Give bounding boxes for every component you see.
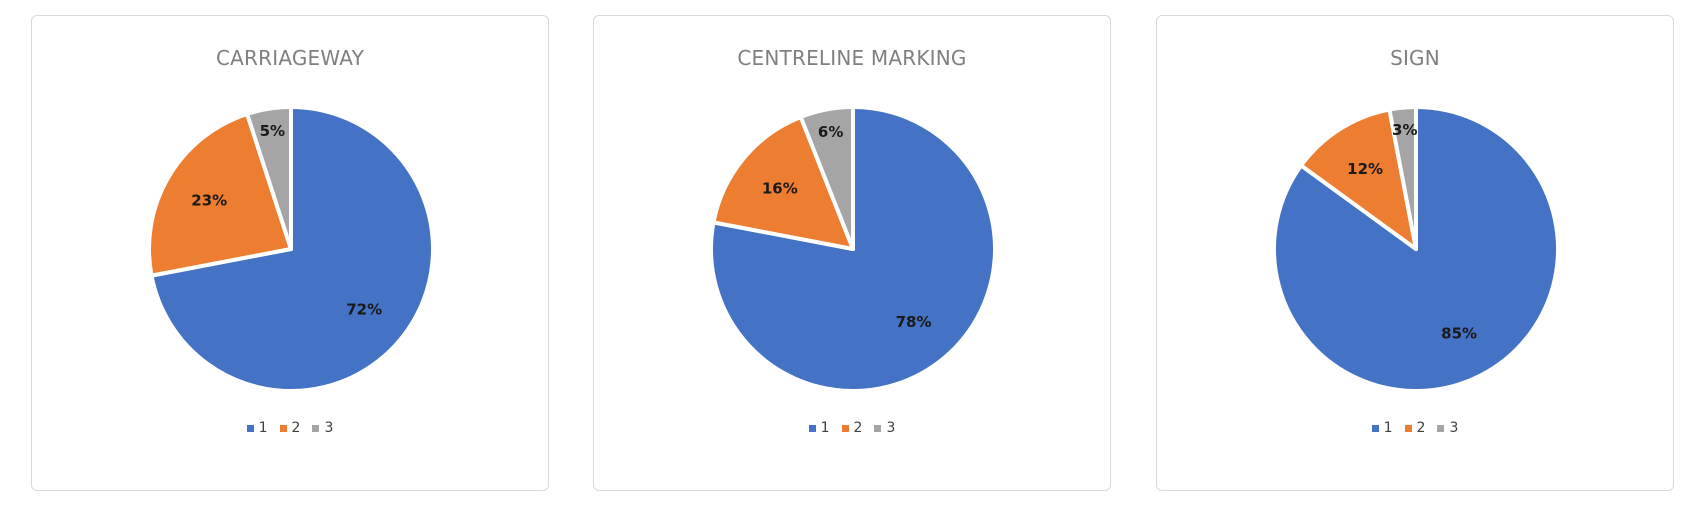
legend-swatch-3 — [1437, 424, 1445, 432]
legend-item-1: 1 — [808, 420, 830, 436]
data-label-1: 72% — [346, 301, 382, 319]
legend-label-3: 3 — [1449, 420, 1459, 436]
legend-swatch-3 — [312, 424, 320, 432]
legend-item-3: 3 — [874, 420, 895, 436]
data-label-2: 16% — [762, 179, 798, 197]
pie-chart: 78% 16% 6% — [709, 105, 997, 393]
data-label-3: 6% — [818, 123, 843, 141]
chart-legend: 1 2 3 — [32, 420, 548, 436]
pie-chart-card: CENTRELINE MARKING 78% 16% 6% 1 2 3 — [593, 15, 1111, 491]
legend-label-2: 2 — [853, 420, 863, 436]
pie-slice-2 — [711, 114, 855, 251]
legend-item-2: 2 — [279, 420, 301, 436]
pie-chart: 72% 23% 5% — [147, 105, 435, 393]
legend-swatch-2 — [1404, 424, 1412, 432]
pie-slice-1 — [1272, 105, 1560, 393]
legend-swatch-2 — [841, 424, 849, 432]
legend-item-1: 1 — [1371, 420, 1393, 436]
data-label-1: 85% — [1441, 325, 1477, 343]
pie-slice-3 — [798, 105, 855, 251]
chart-title: SIGN — [1390, 46, 1440, 70]
data-label-3: 3% — [1392, 121, 1417, 139]
legend-item-3: 3 — [1437, 420, 1458, 436]
pie-chart-card: CARRIAGEWAY 72% 23% 5% 1 2 3 — [31, 15, 549, 491]
legend-label-1: 1 — [258, 420, 268, 436]
data-label-2: 23% — [191, 192, 227, 210]
legend-item-2: 2 — [1404, 420, 1426, 436]
data-label-3: 5% — [260, 122, 285, 140]
pie-slice-3 — [1387, 105, 1418, 251]
legend-item-3: 3 — [312, 420, 333, 436]
pie-chart-card: SIGN 85% 12% 3% 1 2 3 — [1156, 15, 1674, 491]
legend-swatch-1 — [246, 424, 254, 432]
legend-label-2: 2 — [1416, 420, 1426, 436]
pie-slice-2 — [147, 111, 293, 278]
legend-label-3: 3 — [886, 420, 896, 436]
legend-swatch-1 — [1371, 424, 1379, 432]
data-label-1: 78% — [896, 313, 932, 331]
legend-label-1: 1 — [1383, 420, 1393, 436]
chart-title: CENTRELINE MARKING — [737, 46, 967, 70]
legend-swatch-3 — [874, 424, 882, 432]
pie-slice-2 — [1299, 107, 1418, 251]
legend-item-1: 1 — [246, 420, 268, 436]
legend-label-3: 3 — [324, 420, 334, 436]
chart-title: CARRIAGEWAY — [215, 46, 365, 70]
pie-slice-3 — [245, 105, 293, 251]
chart-legend: 1 2 3 — [594, 420, 1110, 436]
pie-chart: 85% 12% 3% — [1272, 105, 1560, 393]
legend-label-1: 1 — [820, 420, 830, 436]
data-label-2: 12% — [1347, 160, 1383, 178]
legend-swatch-1 — [808, 424, 816, 432]
legend-swatch-2 — [279, 424, 287, 432]
chart-legend: 1 2 3 — [1157, 420, 1673, 436]
legend-label-2: 2 — [291, 420, 301, 436]
legend-item-2: 2 — [841, 420, 863, 436]
